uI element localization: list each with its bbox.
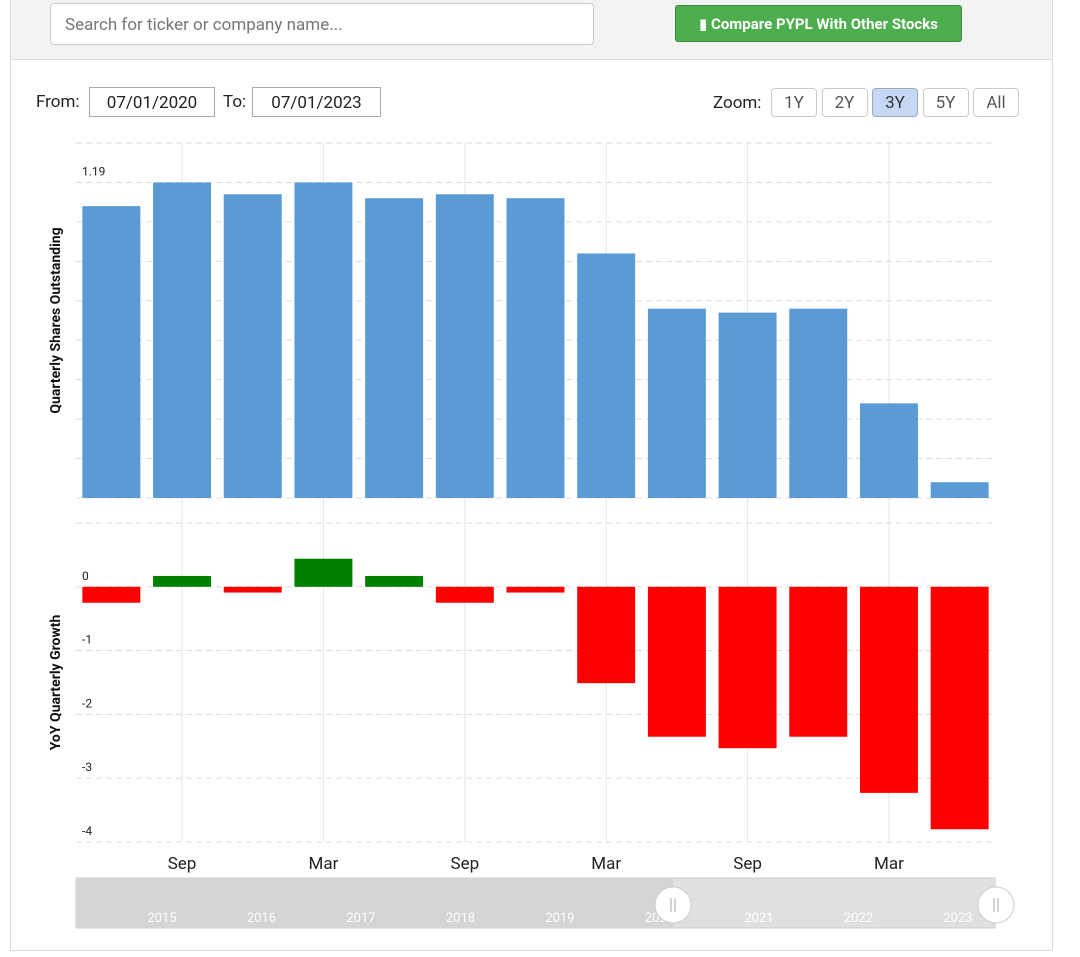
zoom-button[interactable]: 5Y xyxy=(922,88,969,117)
bar xyxy=(153,575,212,587)
navigator-label: 2016 xyxy=(247,911,276,926)
navigator-label: 2017 xyxy=(346,911,375,926)
navigator-label: 2018 xyxy=(446,911,475,926)
from-date[interactable]: 07/01/2020 xyxy=(89,87,215,117)
y-tick-label: -3 xyxy=(82,760,92,774)
y-axis-title: YoY Quarterly Growth xyxy=(48,615,64,751)
bar xyxy=(82,586,141,603)
bar xyxy=(859,586,918,793)
bar xyxy=(506,586,565,593)
navigator-label: 2022 xyxy=(844,911,873,926)
x-tick-label: Mar xyxy=(591,854,621,874)
bar xyxy=(365,575,424,587)
bar xyxy=(82,206,141,498)
x-tick-label: Sep xyxy=(168,854,197,874)
bar xyxy=(506,198,565,498)
x-tick-label: Sep xyxy=(733,854,762,874)
bar xyxy=(789,308,848,498)
bar xyxy=(859,403,918,498)
bar xyxy=(647,586,706,737)
bar xyxy=(930,586,989,830)
navigator-handle[interactable] xyxy=(654,886,692,924)
to-date[interactable]: 07/01/2023 xyxy=(252,87,381,117)
bar xyxy=(223,194,282,498)
navigator-label: 2021 xyxy=(744,911,773,926)
x-tick-label: Mar xyxy=(308,854,338,874)
x-tick-label: Sep xyxy=(450,854,479,874)
navigator-label: 2023 xyxy=(943,911,972,926)
navigator-mask xyxy=(76,878,673,928)
compare-button[interactable]: ▮ Compare PYPL With Other Stocks xyxy=(675,5,962,42)
bar xyxy=(435,586,494,603)
bar xyxy=(153,182,212,498)
bar xyxy=(718,312,777,498)
bar xyxy=(647,308,706,498)
zoom-button[interactable]: 3Y xyxy=(872,88,918,117)
compare-text: Compare PYPL With Other Stocks xyxy=(711,15,938,33)
zoom-button[interactable]: 2Y xyxy=(821,88,868,117)
bar xyxy=(930,482,989,498)
zoom-label: Zoom: xyxy=(713,93,762,113)
bar xyxy=(223,586,282,593)
from-label: From: xyxy=(36,92,80,112)
y-tick-label: -1 xyxy=(82,633,92,647)
bar xyxy=(718,586,777,749)
frame xyxy=(10,0,1053,951)
bar xyxy=(294,182,353,498)
x-tick-label: Mar xyxy=(874,854,904,874)
zoom-button[interactable]: 1Y xyxy=(771,88,817,117)
navigator-label: 2019 xyxy=(545,911,574,926)
bar xyxy=(435,194,494,498)
y-tick-label: 0 xyxy=(82,569,89,583)
to-label: To: xyxy=(223,92,247,112)
bar xyxy=(577,586,636,684)
bar xyxy=(577,253,636,498)
bar xyxy=(294,558,353,587)
y-tick-label: 1.19 xyxy=(82,164,105,178)
navigator-handle[interactable] xyxy=(977,886,1015,924)
search-input[interactable]: Search for ticker or company name... xyxy=(50,3,594,45)
y-tick-label: -4 xyxy=(82,824,92,838)
bar xyxy=(365,198,424,498)
y-axis-title: Quarterly Shares Outstanding xyxy=(48,227,64,413)
bar xyxy=(789,586,848,737)
navigator-label: 2015 xyxy=(147,911,176,926)
zoom-button[interactable]: All xyxy=(973,88,1019,117)
y-tick-label: -2 xyxy=(82,696,92,710)
